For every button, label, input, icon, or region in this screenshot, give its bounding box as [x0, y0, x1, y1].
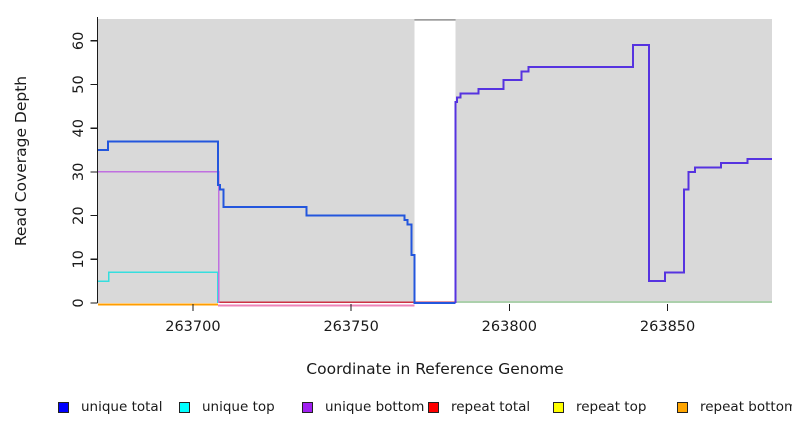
x-axis-title: Coordinate in Reference Genome [306, 360, 563, 378]
legend-label: unique bottom [325, 399, 425, 415]
x-tick-label: 263700 [165, 319, 220, 335]
legend-swatch-icon [179, 401, 190, 413]
legend-label: repeat top [576, 399, 647, 415]
y-tick-label: 30 [71, 163, 87, 181]
legend-swatch-icon [58, 401, 69, 413]
legend-item-unique-top: unique top [179, 398, 275, 416]
legend-swatch-icon [677, 401, 688, 413]
legend-item-repeat-bottom: repeat bottom [677, 398, 792, 416]
legend-item-unique-total: unique total [58, 398, 162, 416]
series-layer [98, 44, 772, 307]
legend-item-unique-bottom: unique bottom [302, 398, 424, 416]
y-axis-title: Read Coverage Depth [12, 76, 30, 246]
legend-item-repeat-top: repeat top [553, 398, 646, 416]
series-unique-total-left [98, 140, 456, 304]
legend-label: unique total [81, 399, 163, 415]
axes-layer: 0 10 20 30 40 50 60 263700 263750 263800 263850 [71, 17, 695, 335]
legend-swatch-icon [553, 401, 564, 413]
y-tick-label: 50 [71, 75, 87, 93]
x-tick-label: 263850 [640, 319, 695, 335]
legend-item-repeat-total: repeat total [428, 398, 530, 416]
plot-background-layer [98, 19, 772, 303]
y-tick-label: 40 [71, 119, 87, 137]
legend-swatch-icon [428, 401, 439, 413]
legend-label: unique top [202, 399, 275, 415]
y-tick-label: 0 [71, 298, 87, 307]
series-unique-right [454, 44, 772, 303]
legend-swatch-icon [302, 401, 313, 413]
y-tick-label: 20 [71, 206, 87, 224]
y-tick-label: 60 [71, 32, 87, 50]
legend-label: repeat total [451, 399, 531, 415]
x-tick-label: 263800 [482, 319, 537, 335]
y-tick-label: 10 [71, 250, 87, 268]
x-tick-label: 263750 [323, 319, 378, 335]
coverage-gap-band [414, 19, 456, 303]
legend-label: repeat bottom [700, 399, 792, 415]
coverage-chart: 0 10 20 30 40 50 60 263700 263750 263800 263850 Co… [12, 17, 772, 378]
chart-legend: unique total unique top unique bottom repea… [0, 398, 792, 420]
